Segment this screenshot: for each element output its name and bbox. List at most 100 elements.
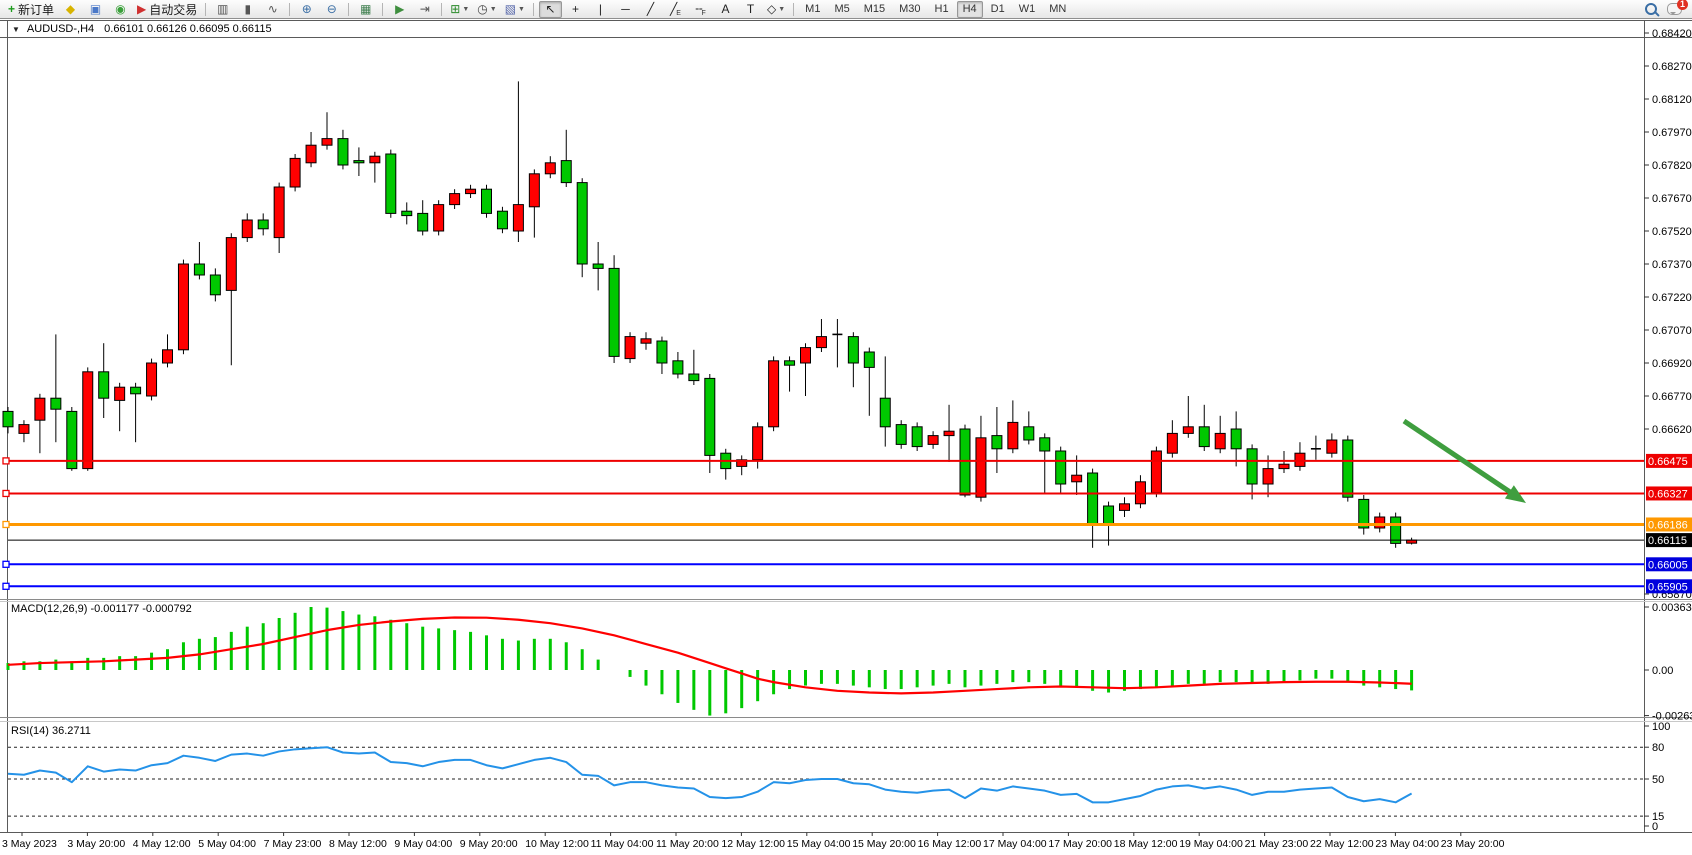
line-chart-button[interactable]: ∿ [261,1,284,18]
macd-indicator-label: MACD(12,26,9) -0.001177 -0.000792 [11,603,192,615]
zoom-out-button[interactable]: ⊖ [320,1,343,18]
auto-scroll-button[interactable]: ▶ [388,1,411,18]
equidistant-channel-icon: ╱ [670,2,678,16]
timeframe-m1-button[interactable]: M1 [805,3,821,15]
time-axis-label[interactable]: 23 May 04:00 [1375,838,1439,850]
horizontal-line-button[interactable]: ─ [614,1,637,18]
price-axis-tick[interactable]: 0.66920 [1652,358,1692,370]
price-axis-tick[interactable]: 0.68270 [1652,61,1692,73]
bear-candle [592,263,604,269]
time-axis-label[interactable]: 15 May 20:00 [852,838,916,850]
cursor-button[interactable]: ↖ [538,0,562,18]
time-axis-label[interactable]: 4 May 12:00 [133,838,191,850]
time-axis-label[interactable]: 9 May 20:00 [460,838,518,850]
bars-chart-button[interactable]: ▥ [211,1,234,18]
time-axis-label[interactable]: 19 May 04:00 [1179,838,1243,850]
periods-button[interactable]: ◷ ▼ [474,1,499,18]
time-axis-label[interactable]: 17 May 04:00 [983,838,1047,850]
time-axis-label[interactable]: 12 May 12:00 [721,838,785,850]
shapes-button[interactable]: ◇ ▼ [764,1,788,18]
price-axis-tick[interactable]: 0.67820 [1652,160,1692,172]
trend-arrow[interactable] [1402,418,1518,499]
price-axis-tick[interactable]: 0.67670 [1652,193,1692,205]
timeframe-d1-button[interactable]: D1 [990,3,1005,15]
blue-support-line-2-anchor[interactable] [2,582,10,590]
dropdown-caret-icon[interactable]: ▼ [778,5,786,13]
macd-axis-tick[interactable]: 0.00 [1652,665,1673,677]
dropdown-caret-icon[interactable]: ▼ [462,5,470,13]
chart-dropdown-icon[interactable]: ▼ [12,24,20,34]
chat-icon[interactable]: 1 [1667,0,1688,15]
signals-button[interactable]: ◉ [109,1,132,18]
timeframe-w1-button[interactable]: W1 [1018,3,1036,15]
time-axis-label[interactable]: 21 May 23:00 [1245,838,1309,850]
rsi-axis-tick[interactable]: 15 [1652,811,1664,823]
trendline-button[interactable]: ╱ [639,1,662,18]
rsi-axis-tick[interactable]: 100 [1652,721,1670,733]
time-axis-label[interactable]: 9 May 04:00 [394,838,452,850]
price-axis-tick[interactable]: 0.67520 [1652,226,1692,238]
resistance-line-1-anchor[interactable] [2,457,10,465]
time-axis-label[interactable]: 3 May 2023 [2,838,57,850]
time-axis-label[interactable]: 7 May 23:00 [264,838,322,850]
rsi-axis-tick[interactable]: 80 [1652,742,1664,754]
timeframe-h1-button[interactable]: H1 [934,3,949,15]
bear-candle [1023,426,1035,441]
text-label-button[interactable]: T [739,1,762,18]
timeframe-m15-button[interactable]: M15 [863,3,886,15]
search-icon[interactable] [1645,3,1657,15]
price-axis-tick[interactable]: 0.67370 [1652,259,1692,271]
timeframe-m30-button[interactable]: M30 [899,3,921,15]
price-axis-tick[interactable]: 0.66620 [1652,424,1692,436]
resistance-line-2-anchor[interactable] [2,489,10,498]
candlestick-chart-button[interactable]: ▮ [236,1,259,18]
price-axis-tick[interactable]: 0.67220 [1652,292,1692,304]
autotrading-button[interactable]: ▶ 自动交易 [134,1,200,18]
blue-support-line-1-anchor[interactable] [2,560,10,568]
charts-window-button[interactable]: ▣ [84,1,107,18]
time-axis-label[interactable]: 5 May 04:00 [198,838,256,850]
crosshair-button[interactable]: + [564,1,587,18]
price-axis-tick[interactable]: 0.66770 [1652,391,1692,403]
current-price-line-price-badge-text: 0.66115 [1648,535,1687,547]
price-axis-tick[interactable]: 0.67970 [1652,127,1692,139]
text-button[interactable]: A [714,1,737,18]
time-axis-label[interactable]: 8 May 12:00 [329,838,387,850]
time-axis-label[interactable]: 15 May 04:00 [787,838,851,850]
fibonacci-button[interactable]: ╌ F [689,1,712,18]
macd-axis-tick[interactable]: -0.00263 [1652,711,1692,723]
bear-candle [337,138,349,166]
time-axis-label[interactable]: 10 May 12:00 [525,838,589,850]
time-axis-label[interactable]: 11 May 20:00 [656,838,719,850]
time-axis-label[interactable]: 17 May 20:00 [1048,838,1112,850]
vertical-line-button[interactable]: | [589,1,612,18]
tile-windows-button[interactable]: ▦ [354,1,377,18]
zoom-in-button[interactable]: ⊕ [295,1,318,18]
time-axis-label[interactable]: 3 May 20:00 [67,838,125,850]
new-order-button[interactable]: + 新订单 [5,1,57,18]
price-axis-tick[interactable]: 0.67070 [1652,325,1692,337]
dropdown-caret-icon[interactable]: ▼ [518,5,525,13]
trend-arrow-head[interactable] [1504,485,1526,503]
timeframe-m5-button[interactable]: M5 [834,3,850,15]
rsi-axis-tick[interactable]: 0 [1652,821,1658,833]
chart-shift-button[interactable]: ⇥ [413,1,436,18]
equidistant-channel-button[interactable]: ╱ E [664,1,687,18]
styles-bucket-button[interactable]: ◆ [59,1,82,18]
rsi-axis-tick[interactable]: 50 [1652,774,1664,786]
timeframe-h4-button[interactable]: H4 [956,0,983,18]
price-axis-tick[interactable]: 0.68120 [1652,94,1692,106]
time-axis-label[interactable]: 23 May 20:00 [1441,838,1505,850]
time-axis-label[interactable]: 22 May 12:00 [1310,838,1374,850]
timeframe-mn-button[interactable]: MN [1049,3,1067,15]
orange-support-line-anchor[interactable] [2,520,10,529]
price-axis-tick[interactable]: 0.68420 [1652,28,1692,40]
macd-axis-tick[interactable]: 0.003635 [1652,602,1692,614]
indicators-button[interactable]: ⊞ ▼ [447,1,472,18]
time-axis-label[interactable]: 16 May 12:00 [918,838,982,850]
time-axis-label[interactable]: 11 May 04:00 [591,838,654,850]
dropdown-caret-icon[interactable]: ▼ [489,5,497,13]
templates-button[interactable]: ▧ ▼ [502,1,528,18]
time-axis-label[interactable]: 18 May 12:00 [1114,838,1178,850]
